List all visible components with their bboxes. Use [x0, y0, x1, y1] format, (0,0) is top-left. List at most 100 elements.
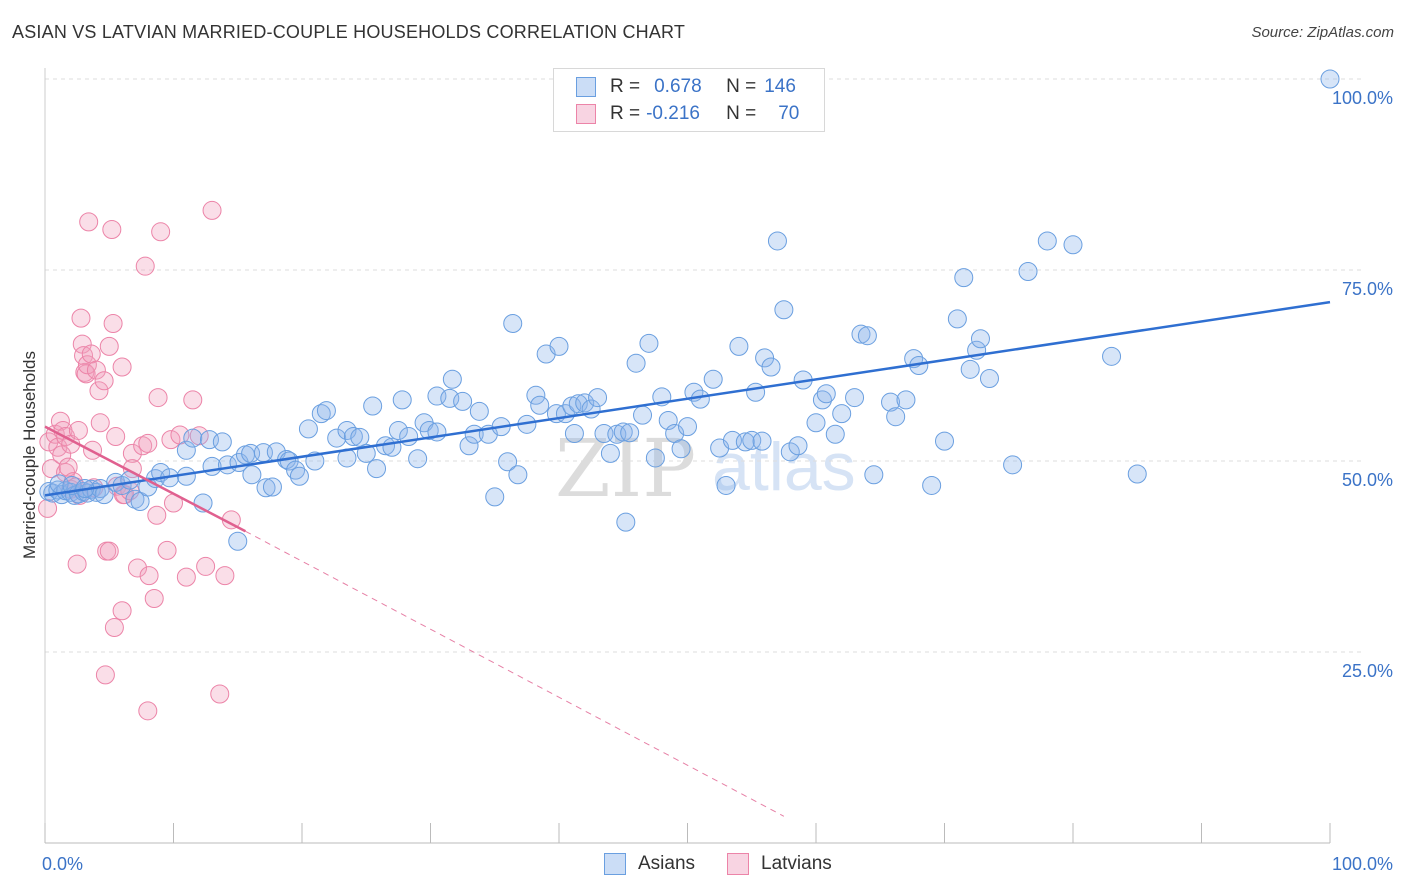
asian-point: [746, 382, 766, 402]
latvian-point: [157, 540, 177, 560]
latvian-point: [94, 371, 114, 391]
latvian-point: [122, 443, 142, 463]
asian-point: [1018, 262, 1038, 282]
latvian-point: [196, 556, 216, 576]
y-tick-label: 25.0%: [1342, 661, 1393, 681]
latvian-point: [138, 433, 158, 453]
asian-point: [228, 531, 248, 551]
asian-point: [530, 395, 550, 415]
asian-point: [671, 439, 691, 459]
source-label: Source: ZipAtlas.com: [1251, 24, 1394, 41]
latvian-point: [90, 413, 110, 433]
asian-point: [1063, 235, 1083, 255]
asian-point: [806, 413, 826, 433]
latvian-point: [104, 618, 124, 638]
asian-series: [39, 69, 1340, 551]
asian-point: [774, 300, 794, 320]
y-tick-label: 100.0%: [1332, 88, 1393, 108]
asian-point: [767, 231, 787, 251]
latvian-point: [75, 362, 95, 382]
asian-point: [1102, 346, 1122, 366]
asian-point: [600, 443, 620, 463]
latvian-point: [89, 381, 109, 401]
asian-point: [690, 389, 710, 409]
asian-point: [832, 404, 852, 424]
asian-point: [954, 268, 974, 288]
asian-point: [845, 388, 865, 408]
asian-point: [645, 448, 665, 468]
latvian-point: [176, 567, 196, 587]
asian-point: [620, 423, 640, 443]
latvian-point: [102, 220, 122, 240]
latvian-point: [138, 701, 158, 721]
asian-point: [825, 424, 845, 444]
bottom-latvian-swatch: [727, 853, 749, 875]
asian-point: [453, 391, 473, 411]
asian-point: [485, 487, 505, 507]
stats-legend: R = 0.678 N = 146 R = -0.216 N = 70: [553, 68, 825, 132]
asian-point: [703, 369, 723, 389]
asian-point: [780, 442, 800, 462]
asian-point: [1037, 231, 1057, 251]
chart-title: ASIAN VS LATVIAN MARRIED-COUPLE HOUSEHOL…: [12, 22, 686, 42]
asian-point: [1003, 455, 1023, 475]
legend-row-latvian: R = -0.216 N = 70: [576, 101, 799, 127]
asian-point: [864, 465, 884, 485]
asian-point: [886, 407, 906, 427]
asian-point: [256, 478, 276, 498]
latvian-point: [128, 558, 148, 578]
asian-point: [298, 419, 318, 439]
asian-point: [922, 475, 942, 495]
asian-point: [262, 477, 282, 497]
latvian-point: [202, 200, 222, 220]
asian-point: [564, 423, 584, 443]
latvian-point: [81, 344, 101, 364]
asian-point: [469, 401, 489, 421]
latvian-point: [148, 388, 168, 408]
asian-point: [382, 437, 402, 457]
asian-point: [812, 390, 832, 410]
asian-point: [588, 388, 608, 408]
latvian-r-label: R =: [610, 103, 641, 124]
asian-point: [388, 420, 408, 440]
asian-point: [935, 431, 954, 451]
asian-point: [311, 404, 331, 424]
bottom-asian-label: Asians: [638, 853, 696, 874]
asian-point: [549, 336, 569, 356]
latvian-point: [74, 346, 94, 366]
asian-n-label: N =: [726, 76, 757, 97]
latvian-point: [86, 360, 106, 380]
bottom-asian-swatch: [604, 853, 626, 875]
x-tick-label: 0.0%: [42, 854, 83, 874]
x-tick-label: 100.0%: [1332, 854, 1393, 874]
asian-point: [343, 427, 363, 447]
latvian-trend-line: [44, 425, 247, 533]
latvian-point: [215, 566, 235, 586]
axes: [44, 68, 1331, 844]
asian-point: [633, 405, 653, 425]
asian-point: [752, 431, 772, 451]
latvian-point: [103, 313, 123, 333]
latvian-point: [151, 222, 171, 242]
latvian-point: [106, 427, 126, 447]
asian-point: [408, 449, 428, 469]
bottom-legend-asian: Asians: [604, 851, 695, 877]
asian-point: [947, 309, 967, 329]
asian-point: [503, 313, 523, 333]
asian-point: [289, 466, 309, 486]
asian-point: [350, 427, 370, 447]
asian-point: [616, 512, 636, 532]
asian-point: [742, 430, 762, 450]
asian-point: [392, 390, 412, 410]
asian-point: [960, 359, 980, 379]
latvian-swatch: [576, 104, 596, 124]
asian-point: [440, 388, 460, 408]
latvian-r-value: -0.216: [646, 103, 700, 124]
asian-point: [498, 452, 518, 472]
asian-trend-line: [44, 300, 1331, 497]
latvian-point: [77, 355, 97, 375]
asian-point: [286, 460, 306, 480]
latvian-n-label: N =: [726, 103, 757, 124]
asian-point: [755, 348, 775, 368]
